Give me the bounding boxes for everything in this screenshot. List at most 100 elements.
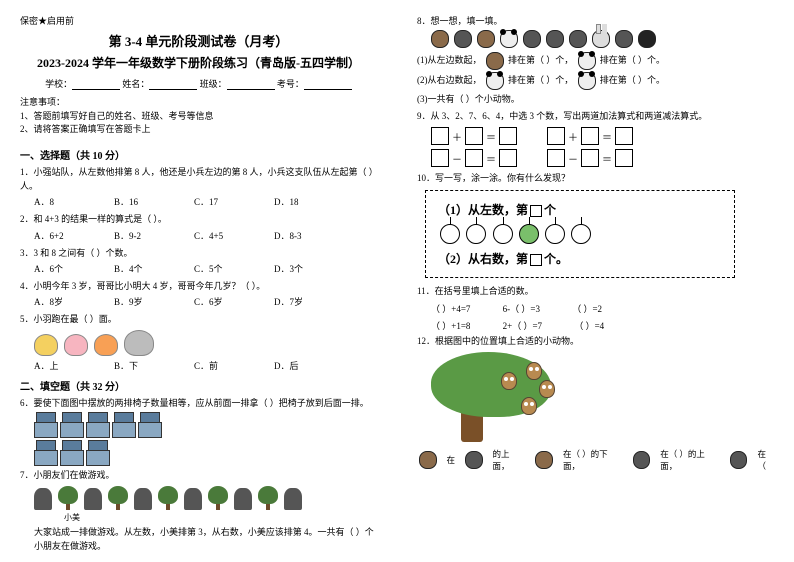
section1-title: 一、选择题（共 10 分） — [20, 147, 377, 162]
q12-b4: 在（ — [757, 448, 773, 472]
notice-block: 注意事项： 1、答题前填写好自己的姓名、班级、考号等信息 2、请将答案正确填写在… — [20, 96, 377, 137]
q11-r1c[interactable]: （ ）=2 — [572, 304, 602, 314]
q7-body: 大家站成一排做游戏。从左数，小美排第 3，从右数，小美应该排第 4。一共有（ ）… — [34, 525, 377, 554]
cherry-icon[interactable] — [493, 224, 513, 244]
q2-b[interactable]: B．9-2 — [114, 229, 164, 242]
q6-row1 — [34, 412, 377, 438]
examno-blank[interactable] — [304, 80, 352, 90]
q11-row2: （ ）+1=8 2+（ ）=7 （ ）=4 — [431, 319, 774, 332]
desk-icon — [60, 440, 82, 466]
q4-text: 4．小明今年 3 岁，哥哥比小明大 4 岁，哥哥今年几岁？（ ）。 — [20, 279, 377, 293]
q1-a[interactable]: A．8 — [34, 195, 84, 208]
tree-icon — [258, 486, 278, 510]
notice-title: 注意事项： — [20, 96, 377, 110]
q9-eq4[interactable]: －＝ — [547, 149, 633, 167]
q11-r2b[interactable]: 2+（ ）=7 — [503, 321, 542, 331]
fill-box[interactable] — [530, 205, 542, 217]
fill-box[interactable] — [530, 254, 542, 266]
q4-b[interactable]: B．9岁 — [114, 295, 164, 308]
beaver-icon — [454, 30, 472, 48]
panda-icon — [486, 72, 504, 90]
q9-eq3[interactable]: －＝ — [431, 149, 517, 167]
q10-1b: 个 — [544, 203, 556, 217]
owl-icon — [526, 362, 542, 380]
cherry-icon[interactable] — [545, 224, 565, 244]
q1-c[interactable]: C．17 — [194, 195, 244, 208]
q12-sentence: 在 的上面， 在（ ）的下面， 在（ ）的上面， 在（ — [419, 448, 774, 472]
left-column: 保密★启用前 第 3-4 单元阶段测试卷（月考） 2023-2024 学年一年级… — [0, 0, 397, 562]
q6-text: 6．要使下面图中摆放的两排椅子数量相等，应从前面一排拿（ ）把椅子放到后面一排。 — [20, 396, 377, 410]
desk-icon — [34, 440, 56, 466]
q5-b[interactable]: B．下 — [114, 359, 164, 372]
q3-a[interactable]: A．6个 — [34, 262, 84, 275]
desk-icon — [86, 412, 108, 438]
q8-2-b: 排在第（ ）个， — [508, 75, 573, 85]
squirrel-icon — [477, 30, 495, 48]
cherry-sel-icon[interactable] — [519, 224, 539, 244]
animal-rabbit-icon — [64, 334, 88, 356]
owl-icon — [521, 397, 537, 415]
class-blank[interactable] — [227, 80, 275, 90]
q9-row1: ＋＝ ＋＝ — [431, 127, 774, 145]
animal-elephant-icon — [124, 330, 154, 356]
squirrel-icon — [419, 451, 437, 469]
q11-r2c[interactable]: （ ）=4 — [574, 321, 604, 331]
q8-3: (3)一共有（ ）个小动物。 — [417, 92, 774, 106]
name-blank[interactable] — [149, 80, 197, 90]
bear-icon — [615, 30, 633, 48]
q8-1-b: 排在第（ ）个， — [508, 55, 573, 65]
q12-b3: 在（ ）的上面， — [660, 448, 720, 472]
q4-a[interactable]: A．8岁 — [34, 295, 84, 308]
q7-illustration — [34, 486, 377, 510]
cherry-icon[interactable] — [440, 224, 460, 244]
q9-eq2[interactable]: ＋＝ — [547, 127, 633, 145]
q10-text: 10．写一写，涂一涂。你有什么发现？ — [417, 171, 774, 185]
name-label: 姓名： — [122, 79, 149, 89]
q3-b[interactable]: B．4个 — [114, 262, 164, 275]
cat-icon — [523, 30, 541, 48]
q3-text: 3．3 和 8 之间有（ ）个数。 — [20, 246, 377, 260]
dog-icon — [546, 30, 564, 48]
q2-a[interactable]: A．6+2 — [34, 229, 84, 242]
q3-d[interactable]: D．3个 — [274, 262, 324, 275]
q10-line1: （1）从左数，第 个 — [438, 201, 722, 218]
animal-icon — [730, 451, 748, 469]
q7-text: 7．小朋友们在做游戏。 — [20, 468, 377, 482]
q8-2: (2)从右边数起， 排在第（ ）个， 排在第（ ）个。 — [417, 72, 774, 90]
q2-c[interactable]: C．4+5 — [194, 229, 244, 242]
notice-2: 2、请将答案正确填写在答题卡上 — [20, 123, 377, 137]
q3-c[interactable]: C．5个 — [194, 262, 244, 275]
q4-d[interactable]: D．7岁 — [274, 295, 324, 308]
panda-icon — [578, 52, 596, 70]
kid-icon — [84, 488, 102, 510]
cherry-icon[interactable] — [466, 224, 486, 244]
q8-2-c: 排在第（ ）个。 — [600, 75, 665, 85]
q8-parade — [431, 30, 774, 48]
school-blank[interactable] — [72, 80, 120, 90]
school-label: 学校： — [45, 79, 72, 89]
q5-illustration — [34, 330, 377, 356]
q5-d[interactable]: D．后 — [274, 359, 324, 372]
tree-icon — [158, 486, 178, 510]
q11-r2a[interactable]: （ ）+1=8 — [431, 321, 470, 331]
notice-1: 1、答题前填写好自己的姓名、班级、考号等信息 — [20, 110, 377, 124]
q4-c[interactable]: C．6岁 — [194, 295, 244, 308]
q1-b[interactable]: B．16 — [114, 195, 164, 208]
q2-d[interactable]: D．8-3 — [274, 229, 324, 242]
q11-r1a[interactable]: （ ）+4=7 — [431, 304, 470, 314]
cherry-icon[interactable] — [571, 224, 591, 244]
q10-1a: （1）从左数，第 — [438, 203, 528, 217]
subtitle: 2023-2024 学年一年级数学下册阶段练习（青岛版-五四学制） — [20, 54, 377, 71]
desk-icon — [34, 412, 56, 438]
q9-eq1[interactable]: ＋＝ — [431, 127, 517, 145]
q11-r1b[interactable]: 6-（ ）=3 — [503, 304, 540, 314]
q10-2b: 个。 — [544, 252, 568, 266]
rabbit-icon — [592, 30, 610, 48]
q5-c[interactable]: C．前 — [194, 359, 244, 372]
q1-d[interactable]: D．18 — [274, 195, 324, 208]
q8-1-a: (1)从左边数起， — [417, 55, 482, 65]
q12-b1a: 在 — [447, 454, 456, 466]
q5-a[interactable]: A．上 — [34, 359, 84, 372]
q8-1-c: 排在第（ ）个。 — [600, 55, 665, 65]
panda-icon — [500, 30, 518, 48]
